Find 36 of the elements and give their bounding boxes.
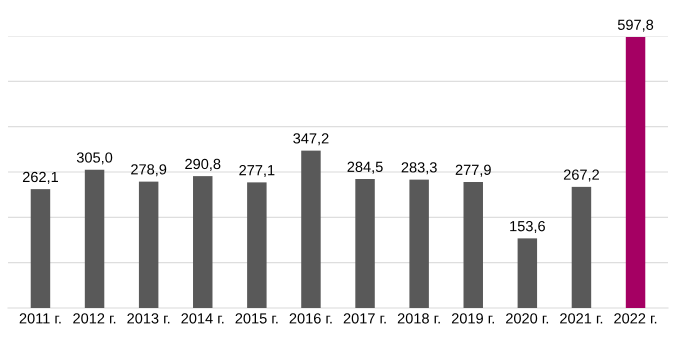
bar [247, 182, 267, 308]
x-tick-label: 2019 г. [452, 313, 494, 324]
bar [518, 238, 538, 308]
data-label: 277,9 [456, 164, 491, 177]
x-tick-label: 2016 г. [290, 313, 332, 324]
bar [30, 189, 50, 308]
bar [464, 182, 483, 308]
x-tick-label: 2011 г. [20, 313, 61, 324]
data-label: 284,5 [348, 162, 383, 174]
data-label: 277,1 [239, 165, 274, 178]
data-label: 290,8 [185, 158, 220, 171]
x-tick-label: 2018 г. [398, 313, 440, 324]
x-tick-label: 2014 г. [181, 313, 224, 324]
bar [301, 150, 321, 308]
bar [193, 176, 212, 308]
bar [355, 179, 375, 308]
x-tick-label: 2021 г. [560, 313, 602, 324]
data-label: 262,1 [22, 172, 58, 184]
data-label: 305,0 [76, 152, 112, 164]
bar [626, 36, 646, 308]
x-tick-label: 2015 г. [236, 313, 278, 324]
x-tick-label: 2022 г. [614, 313, 656, 324]
bar [138, 182, 158, 308]
bar [409, 180, 429, 308]
data-label: 283,3 [402, 162, 437, 174]
x-tick-label: 2020 г. [506, 313, 548, 324]
bar [84, 170, 104, 308]
data-label: 278,9 [131, 164, 166, 176]
bar [572, 186, 592, 308]
x-tick-label: 2017 г. [344, 313, 386, 324]
x-tick-label: 2012 г. [73, 313, 116, 324]
data-label: 347,2 [293, 133, 328, 146]
data-label: 597,8 [618, 20, 654, 32]
data-label: 267,2 [564, 169, 599, 182]
x-tick-label: 2013 г. [127, 313, 170, 324]
data-label: 153,6 [510, 220, 545, 234]
